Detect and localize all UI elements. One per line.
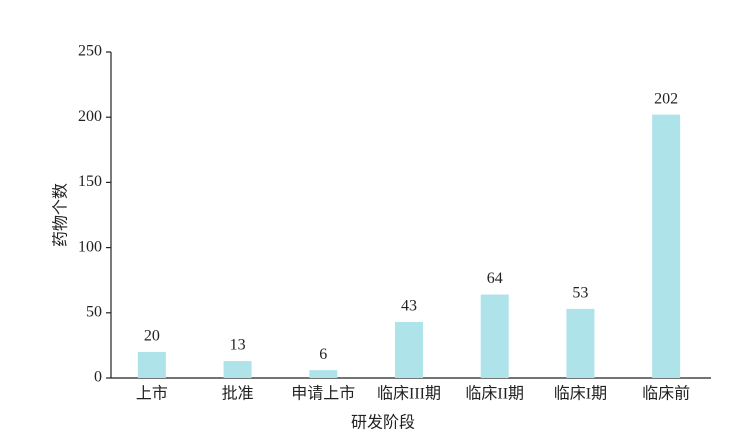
bar — [480, 294, 509, 378]
y-tick-label: 0 — [94, 369, 102, 386]
x-tick-label: 临床前 — [642, 385, 690, 403]
x-tick-label: 申请上市 — [291, 385, 355, 403]
y-tick-label: 100 — [78, 238, 102, 255]
bar — [309, 370, 338, 378]
value-label: 43 — [401, 298, 417, 315]
value-label: 13 — [230, 337, 246, 354]
x-tick-label: 上市 — [136, 385, 168, 403]
value-label: 202 — [654, 90, 678, 107]
bar — [566, 308, 595, 378]
value-label: 6 — [319, 346, 327, 363]
y-tick-label: 50 — [86, 303, 102, 320]
y-axis-title: 药物个数 — [52, 183, 70, 247]
bar — [137, 351, 166, 378]
y-tick-label: 250 — [78, 43, 102, 60]
bar — [652, 114, 681, 378]
x-tick-label: 临床I期 — [554, 385, 607, 403]
bar — [223, 361, 252, 378]
x-axis-title: 研发阶段 — [351, 414, 415, 432]
value-label: 20 — [144, 328, 160, 345]
bar — [395, 321, 423, 378]
y-tick-label: 200 — [78, 108, 102, 125]
value-label: 53 — [572, 285, 588, 302]
x-tick-label: 临床III期 — [377, 385, 441, 403]
y-tick-label: 150 — [78, 173, 102, 190]
value-label: 64 — [487, 270, 503, 287]
x-tick-label: 临床II期 — [465, 385, 524, 403]
x-tick-label: 批准 — [222, 385, 254, 403]
